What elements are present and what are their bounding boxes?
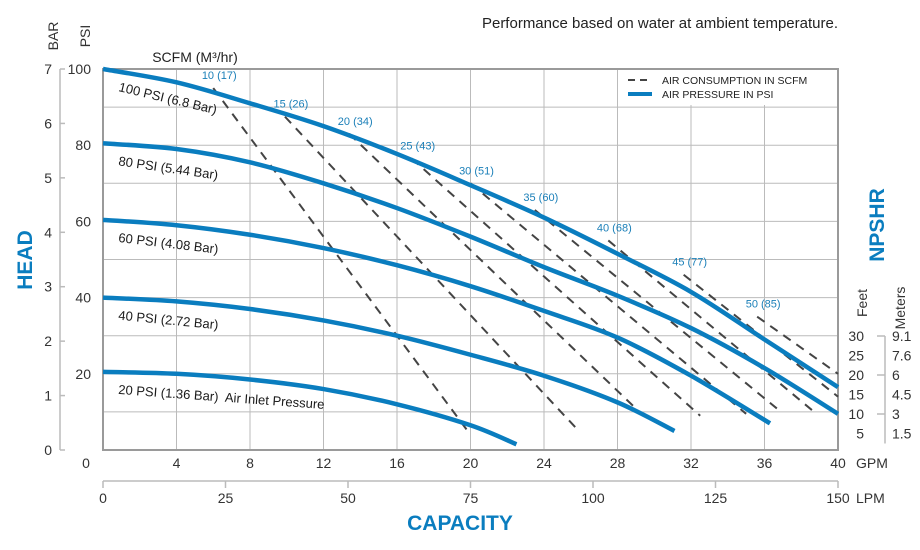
air-consumption-line [469, 182, 747, 415]
air-consumption-line [411, 157, 701, 417]
lpm-tick-label: 125 [704, 490, 728, 506]
air-consumption-label: 50 (85) [746, 299, 781, 311]
legend: AIR CONSUMPTION IN SCFM AIR PRESSURE IN P… [622, 70, 837, 105]
npshr-feet-unit: Feet [854, 289, 870, 317]
gpm-tick-label: 12 [316, 455, 332, 471]
plot-frame [102, 68, 839, 451]
npshr-meters-tick-label: 9.1 [892, 328, 912, 344]
air-consumption-label: 10 (17) [202, 70, 237, 82]
gpm-tick-label: 40 [830, 455, 846, 471]
pressure-curve [102, 217, 772, 426]
npshr-meters-tick-label: 4.5 [892, 387, 912, 403]
gpm-tick-label: 36 [757, 455, 773, 471]
air-consumption-line [534, 209, 782, 413]
gpm-tick-label: 28 [610, 455, 626, 471]
air-consumption-label: 30 (51) [459, 165, 494, 177]
bar-tick-label: 1 [44, 388, 52, 404]
y-axis-title: HEAD [14, 230, 37, 290]
air-consumption-label: 45 (77) [672, 257, 707, 269]
pressure-curve [102, 295, 676, 433]
gpm-unit-label: GPM [856, 455, 888, 471]
npshr-meters-tick-label: 6 [892, 367, 900, 383]
bar-tick-label: 7 [44, 61, 52, 77]
air-consumption-label: 15 (26) [273, 99, 308, 111]
lpm-tick-label: 0 [99, 490, 107, 506]
pressure-curve [102, 66, 840, 390]
npshr-meters-tick-label: 7.6 [892, 348, 912, 364]
legend-label: AIR PRESSURE IN PSI [662, 89, 773, 101]
psi-tick-label: 60 [75, 213, 91, 229]
bar-tick-label: 2 [44, 333, 52, 349]
air-consumption-line [212, 87, 472, 436]
air-consumption-line [348, 133, 643, 415]
gpm-tick-label: 4 [173, 455, 181, 471]
air-consumption-line [756, 315, 839, 375]
scfm-title: SCFM (M³/hr) [152, 49, 238, 65]
bar-tick-label: 5 [44, 170, 52, 186]
npshr-meters-unit: Meters [892, 287, 908, 330]
psi-unit-label: PSI [77, 25, 93, 48]
chart-subtitle: Performance based on water at ambient te… [482, 15, 838, 32]
psi-tick-label: 20 [75, 366, 91, 382]
lpm-tick-label: 150 [826, 490, 850, 506]
npshr-feet-tick-label: 15 [848, 387, 864, 403]
gpm-tick-label: 0 [82, 455, 90, 471]
air-consumption-line [607, 239, 815, 413]
legend-box [622, 70, 837, 105]
air-consumption-label: 35 (60) [523, 192, 558, 204]
lpm-tick-label: 100 [581, 490, 605, 506]
pressure-curve [102, 141, 840, 416]
lpm-tick-label: 75 [463, 490, 479, 506]
npshr-feet-tick-label: 10 [848, 406, 864, 422]
bar-unit-label: BAR [45, 22, 61, 51]
gpm-tick-label: 32 [683, 455, 699, 471]
lpm-unit-label: LPM [856, 490, 885, 506]
npshr-feet-tick-label: 25 [848, 348, 864, 364]
legend-label: AIR CONSUMPTION IN SCFM [662, 75, 807, 87]
gpm-tick-label: 16 [389, 455, 405, 471]
bar-tick-label: 3 [44, 279, 52, 295]
lpm-tick-label: 50 [340, 490, 356, 506]
psi-tick-label: 80 [75, 137, 91, 153]
air-consumption-label: 20 (34) [338, 116, 373, 128]
grid [102, 68, 839, 451]
npshr-title: NPSHR [866, 188, 889, 262]
npshr-meters-tick-label: 1.5 [892, 426, 912, 442]
pressure-curve-label: 100 PSI (6.8 Bar) [117, 79, 218, 117]
psi-tick-label: 100 [68, 61, 92, 77]
pressure-curve-label: 40 PSI (2.72 Bar) [118, 308, 219, 333]
x-axis-title: CAPACITY [407, 512, 513, 535]
bar-tick-label: 6 [44, 115, 52, 131]
pressure-curve [102, 369, 518, 447]
gpm-tick-label: 24 [536, 455, 552, 471]
psi-tick-label: 40 [75, 290, 91, 306]
air-consumption-label: 25 (43) [400, 141, 435, 153]
bar-tick-label: 0 [44, 442, 52, 458]
pressure-curve-label: 60 PSI (4.08 Bar) [118, 230, 220, 257]
npshr-meters-tick-label: 3 [892, 406, 900, 422]
npshr-feet-tick-label: 5 [856, 426, 864, 442]
pressure-curve-label: 80 PSI (5.44 Bar) [118, 153, 220, 182]
npshr-feet-tick-label: 20 [848, 367, 864, 383]
gpm-tick-label: 8 [246, 455, 254, 471]
air-consumption-lines: 10 (17) 15 (26) 20 (34) 25 (43) 30 (51) 35 (6… [202, 70, 839, 436]
npshr-feet-tick-label: 30 [848, 328, 864, 344]
air-consumption-label: 40 (68) [597, 222, 632, 234]
bar-tick-label: 4 [44, 224, 52, 240]
gpm-tick-label: 20 [463, 455, 479, 471]
lpm-tick-label: 25 [218, 490, 234, 506]
axes: 0 4 8 12 16 20 24 28 32 36 400 25 50 75 100 125 15020406… [44, 61, 911, 506]
